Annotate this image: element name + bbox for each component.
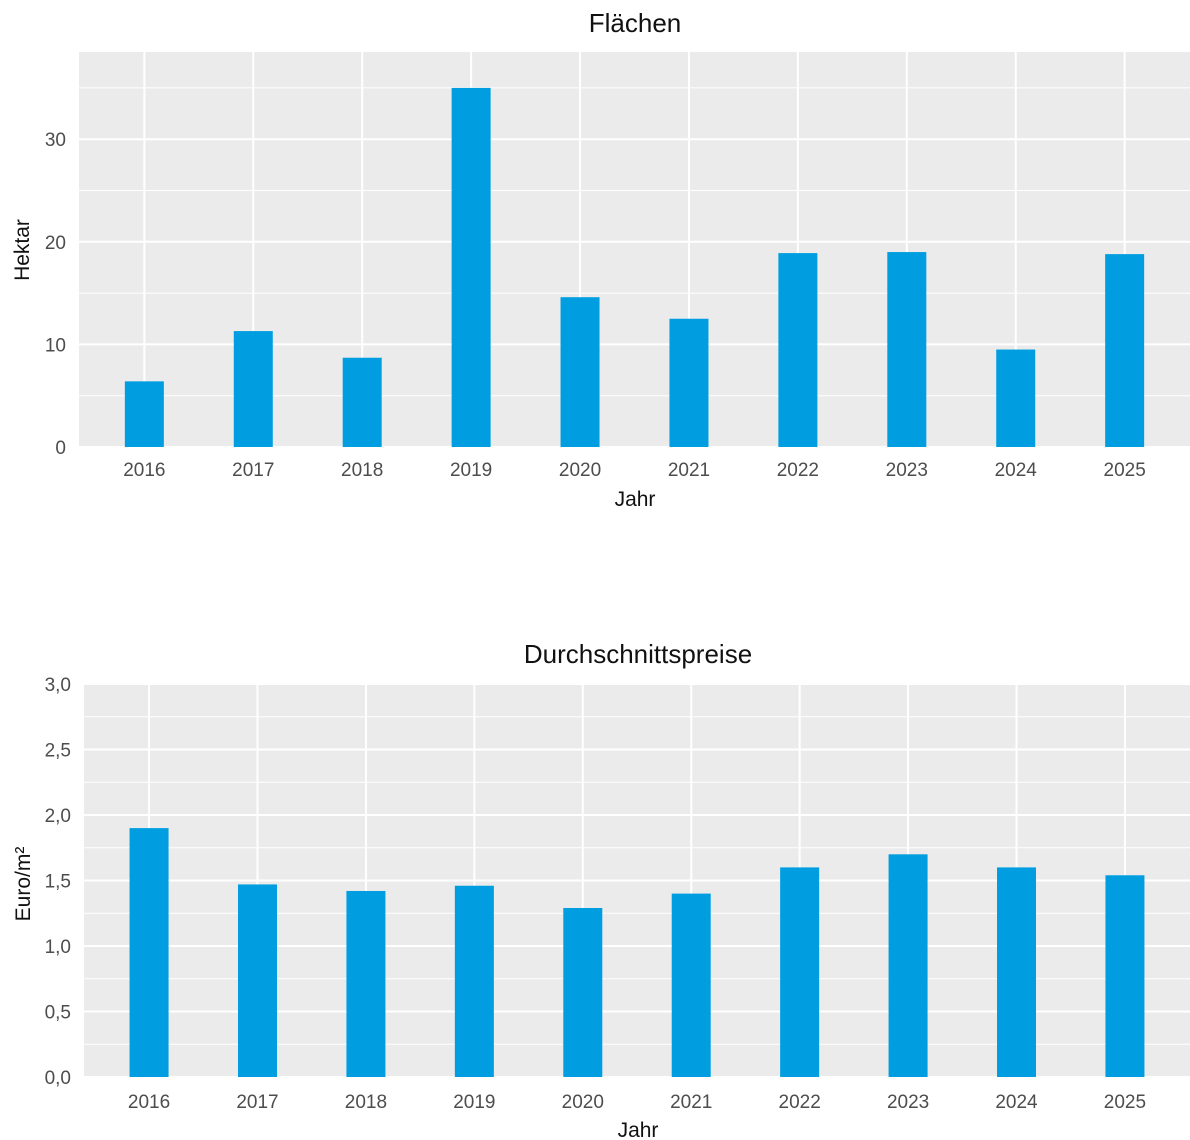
y-tick-label: 0,5 [45, 1003, 71, 1024]
y-tick-label: 20 [45, 233, 66, 254]
x-tick-label: 2017 [232, 460, 274, 481]
bar-2016 [124, 381, 164, 447]
bar-2021 [669, 318, 709, 447]
y-tick-label: 10 [45, 335, 66, 356]
chart1-x-axis-title: Jahr [615, 488, 656, 511]
bar-2021 [671, 893, 711, 1077]
y-tick-label: 3,0 [45, 675, 71, 696]
chart1-x-ticks: 2016 2017 2018 2019 2020 2021 2022 2023 2024 2025 [123, 460, 1146, 481]
bar-2016 [129, 828, 169, 1077]
x-tick-label: 2016 [128, 1092, 170, 1113]
bar-2025 [1105, 254, 1145, 447]
chart2-y-ticks: 0,0 0,5 1,0 1,5 2,0 2,5 3,0 [45, 675, 71, 1089]
x-tick-label: 2020 [559, 460, 601, 481]
y-tick-label: 1,5 [45, 872, 71, 893]
x-tick-label: 2016 [123, 460, 165, 481]
bar-2022 [780, 867, 820, 1077]
y-tick-label: 1,0 [45, 937, 71, 958]
x-tick-label: 2018 [341, 460, 383, 481]
chart2-bars [129, 828, 1145, 1077]
y-tick-label: 0 [55, 438, 66, 459]
x-tick-label: 2021 [670, 1092, 712, 1113]
x-tick-label: 2019 [450, 460, 492, 481]
x-tick-label: 2024 [995, 1092, 1038, 1113]
chart2-y-axis-title: Euro/m² [12, 847, 35, 922]
bar-2018 [346, 890, 386, 1077]
x-tick-label: 2017 [236, 1092, 278, 1113]
x-tick-label: 2020 [562, 1092, 604, 1113]
x-tick-label: 2021 [668, 460, 710, 481]
chart2-x-ticks: 2016 2017 2018 2019 2020 2021 2022 2023 2024 2025 [128, 1092, 1146, 1113]
x-tick-label: 2022 [777, 460, 819, 481]
x-tick-label: 2019 [453, 1092, 495, 1113]
bar-2017 [233, 331, 273, 447]
x-tick-label: 2023 [887, 1092, 929, 1113]
x-tick-label: 2022 [779, 1092, 821, 1113]
bar-2019 [454, 885, 494, 1077]
x-tick-label: 2025 [1104, 1092, 1146, 1113]
chart2-title: Durchschnittspreise [524, 639, 752, 669]
bar-2025 [1105, 875, 1145, 1077]
bar-2023 [888, 854, 928, 1077]
chart1-y-axis-title: Hektar [11, 219, 34, 281]
bar-2024 [997, 867, 1037, 1077]
x-tick-label: 2018 [345, 1092, 387, 1113]
y-tick-label: 2,5 [45, 741, 71, 762]
bar-2019 [451, 87, 491, 447]
chart2-x-axis-title: Jahr [618, 1119, 659, 1140]
bar-2018 [342, 357, 382, 447]
y-tick-label: 2,0 [45, 806, 71, 827]
chart-durchschnittspreise: Durchschnittspreise 0,0 0,5 1,0 1,5 2,0 2,5 3,… [12, 639, 1190, 1140]
bar-2022 [778, 253, 818, 447]
chart1-bars [124, 87, 1145, 447]
bar-2020 [560, 297, 600, 447]
bar-2024 [996, 349, 1036, 447]
x-tick-label: 2024 [995, 460, 1038, 481]
bar-2017 [237, 884, 277, 1077]
x-tick-label: 2023 [886, 460, 928, 481]
chart-flaechen: Flächen 0 10 20 30 2016 2017 2018 2019 2020 2021… [11, 8, 1190, 511]
chart1-y-ticks: 0 10 20 30 [45, 130, 66, 459]
bar-2023 [887, 252, 927, 447]
x-tick-label: 2025 [1104, 460, 1146, 481]
y-tick-label: 30 [45, 130, 66, 151]
chart1-title: Flächen [589, 8, 682, 38]
bar-2020 [563, 908, 603, 1077]
y-tick-label: 0,0 [45, 1068, 71, 1089]
